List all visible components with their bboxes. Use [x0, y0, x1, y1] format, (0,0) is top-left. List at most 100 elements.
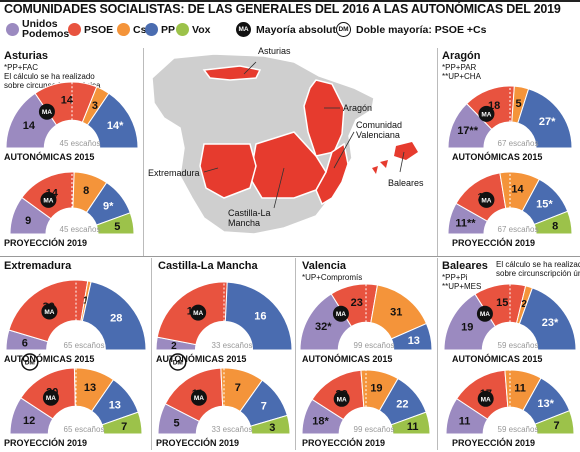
seat-segment-vox	[534, 410, 575, 435]
seat-segment-vox	[95, 212, 135, 235]
seat-value-label: 6	[22, 338, 28, 350]
region-panel-extremadura: Extremadura630128MA65 escaños122013137MA…	[0, 258, 151, 452]
seat-value-label: 2	[521, 299, 527, 310]
seat-segment-pp	[390, 322, 433, 351]
ma-badge-icon	[478, 105, 495, 122]
divider	[151, 258, 152, 450]
seat-value-label: 11	[459, 415, 471, 427]
chart-caption: AUTONÓMICAS 2015	[4, 354, 95, 364]
baleares-region	[394, 142, 418, 160]
ma-badge-text: MA	[481, 111, 491, 118]
seat-value-label: 3	[269, 422, 275, 434]
leader-line	[243, 61, 257, 75]
psoe-swatch-icon	[68, 23, 81, 36]
seat-value-label: 27*	[539, 116, 556, 128]
ma-badge-icon: MA	[236, 22, 251, 37]
seat-value-label: 9	[25, 215, 31, 227]
seat-value-label: 15*	[536, 198, 553, 210]
chart-caption: PROYECCIÓN 2019	[156, 438, 240, 448]
seats-total-label: 33 escaños	[212, 425, 253, 434]
seats-total-label: 65 escaños	[64, 341, 105, 350]
asturias-region	[202, 65, 262, 81]
seat-value-label: 5	[516, 98, 522, 110]
spain-map: Asturias Aragón Comunidad Valenciana Ext…	[144, 46, 436, 256]
ma-badge-icon	[477, 390, 494, 407]
seat-value-label: 9*	[103, 201, 114, 213]
ma-badge-icon	[40, 191, 57, 208]
divider	[143, 48, 144, 256]
seat-value-label: 16	[254, 310, 266, 322]
region-title: Valencia	[302, 260, 347, 272]
leader-line	[203, 167, 219, 173]
spain-map-svg	[151, 53, 418, 235]
leader-line	[399, 151, 405, 173]
seat-value-label: 7	[554, 420, 560, 432]
chart-caption: AUTONÓMICAS 2015	[4, 152, 95, 162]
seat-value-label: 28	[110, 313, 122, 325]
map-label-castilla: Castilla-La Mancha	[228, 208, 271, 228]
seat-value-label: 8	[552, 220, 558, 232]
ma-badge-text: MA	[336, 311, 346, 318]
region-panel-baleares: Baleares *PP+Pi **UP+MES El cálculo se ha r…	[438, 258, 580, 452]
footnote: *PP+PAR	[442, 63, 477, 72]
footnote: El cálculo se ha realizado	[4, 72, 95, 81]
legend-pp: PP	[145, 23, 175, 36]
footnote: *PP+FAC	[4, 63, 39, 72]
cs-swatch-icon	[117, 23, 130, 36]
top-rule	[0, 0, 580, 2]
region-panel-valencia: Valencia *UP+Compromís 32* 23 31 13 MA 99 escañ…	[296, 258, 437, 452]
ma-badge-icon	[41, 303, 58, 320]
seats-total-label: 99 escaños	[354, 425, 395, 434]
seat-value-label: 14	[511, 184, 524, 196]
legend-cs: Cs	[117, 23, 146, 36]
seats-total-label: 67 escaños	[498, 139, 539, 148]
region-panel-asturias: Asturias *PP+FAC El cálculo se ha realizad…	[0, 48, 143, 256]
seat-segment-vox	[101, 411, 143, 435]
ma-badge-icon	[190, 389, 207, 406]
seat-segment-vox	[390, 411, 431, 435]
seat-segment-vox	[533, 210, 573, 235]
seat-value-label: 11	[407, 421, 419, 433]
seat-value-label: 18*	[312, 416, 329, 428]
chart-caption: AUTONÓMICAS 2015	[302, 354, 393, 364]
legend-ma: MA Mayoría absoluta	[236, 22, 342, 37]
region-panel-aragon: Aragón *PP+PAR **UP+CHA 17** 18 5 27* MA 67 esca…	[438, 48, 580, 256]
seats-total-label: 59 escaños	[498, 425, 539, 434]
footnote: *UP+Compromís	[302, 273, 363, 282]
seat-value-label: 17**	[457, 125, 479, 137]
dm-badge-icon	[21, 353, 39, 371]
seats-total-label: 59 escaños	[498, 341, 539, 350]
seat-value-label: 8	[83, 185, 89, 197]
pp-swatch-icon	[145, 23, 158, 36]
chart-caption: AUTONÓMICAS 2015	[156, 354, 247, 364]
chart-caption: AUTONÓMICAS 2015	[452, 152, 543, 162]
chart-caption: PROYECCIÓN 2019	[4, 438, 88, 448]
aragon-region	[303, 79, 345, 157]
region-title: Aragón	[442, 50, 481, 62]
map-label-aragon: Aragón	[343, 103, 373, 113]
ma-badge-icon	[38, 103, 55, 120]
seat-value-label: 11	[514, 383, 526, 395]
map-label-asturias: Asturias	[258, 46, 291, 56]
region-title: Baleares	[442, 260, 488, 272]
ma-badge-text: MA	[42, 109, 52, 116]
seat-segment-pp	[81, 281, 147, 351]
chart-caption: PROYECCIÓN 2019	[452, 438, 536, 448]
seat-segment-pp	[518, 287, 577, 351]
divider	[295, 258, 296, 450]
seat-value-label: 15	[496, 297, 508, 309]
legend-vox: Vox	[176, 23, 210, 36]
ma-badge-text: MA	[193, 310, 203, 317]
dm-badge-icon: DM	[336, 22, 351, 37]
seat-value-label: 13	[408, 335, 420, 347]
seat-value-label: 23	[351, 297, 363, 309]
seats-total-label: 65 escaños	[64, 425, 105, 434]
seats-total-label: 45 escaños	[60, 225, 101, 234]
seat-value-label: 5	[114, 221, 120, 233]
region-title: Extremadura	[4, 260, 72, 272]
ma-badge-icon	[333, 390, 350, 407]
map-label-extremadura: Extremadura	[148, 168, 200, 178]
seat-charts: 21516MA33 escaños511773MADM33 escaños	[155, 280, 293, 435]
